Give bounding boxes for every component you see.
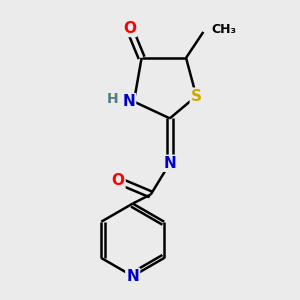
Text: CH₃: CH₃ <box>211 23 236 36</box>
Text: O: O <box>112 173 124 188</box>
Text: N: N <box>164 156 176 171</box>
Text: H: H <box>107 92 118 106</box>
Text: N: N <box>122 94 135 109</box>
Text: N: N <box>126 268 139 284</box>
Text: O: O <box>123 21 136 36</box>
Text: S: S <box>191 89 202 104</box>
